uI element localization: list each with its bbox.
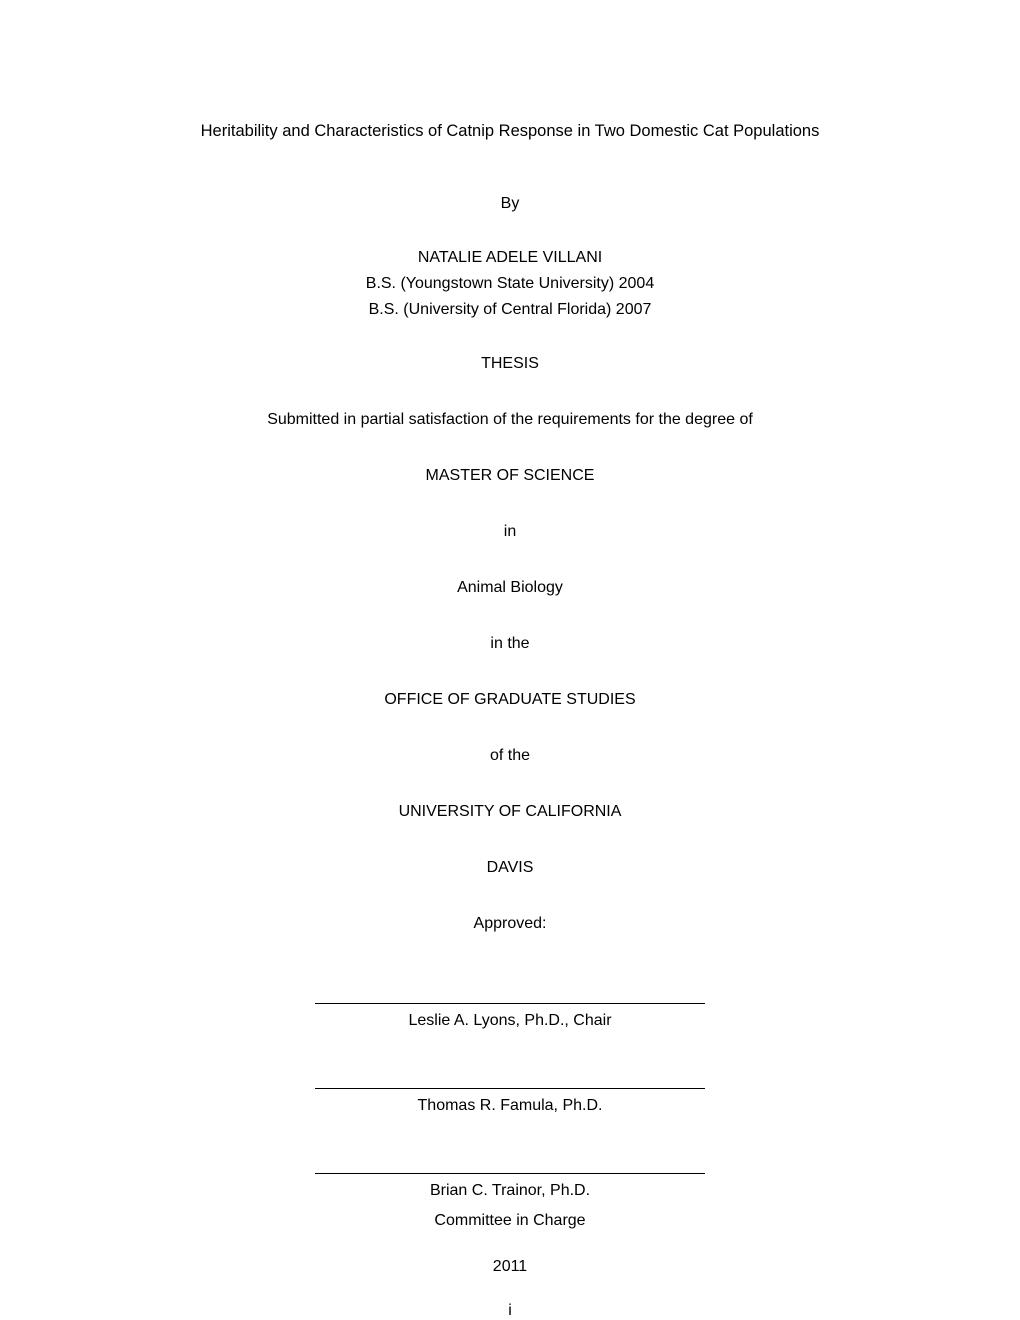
page-number: i xyxy=(165,1302,855,1320)
campus-name: DAVIS xyxy=(165,859,855,877)
committee-member-2: Brian C. Trainor, Ph.D. xyxy=(165,1182,855,1200)
prior-degree-1: B.S. (Youngstown State University) 2004 xyxy=(165,275,855,293)
approved-label: Approved: xyxy=(165,915,855,933)
degree-name: MASTER OF SCIENCE xyxy=(165,467,855,485)
submitted-line: Submitted in partial satisfaction of the… xyxy=(165,411,855,429)
committee-chair: Leslie A. Lyons, Ph.D., Chair xyxy=(165,1012,855,1030)
prior-degree-2: B.S. (University of Central Florida) 200… xyxy=(165,301,855,319)
by-label: By xyxy=(165,195,855,213)
signature-line-2 xyxy=(315,1088,705,1089)
of-the-label: of the xyxy=(165,747,855,765)
in-label: in xyxy=(165,523,855,541)
university-name: UNIVERSITY OF CALIFORNIA xyxy=(165,803,855,821)
field-of-study: Animal Biology xyxy=(165,579,855,597)
thesis-title-page: Heritability and Characteristics of Catn… xyxy=(0,0,1020,1320)
committee-label: Committee in Charge xyxy=(165,1212,855,1230)
in-the-label: in the xyxy=(165,635,855,653)
thesis-title: Heritability and Characteristics of Catn… xyxy=(165,120,855,143)
signature-line-3 xyxy=(315,1173,705,1174)
author-name: NATALIE ADELE VILLANI xyxy=(165,249,855,267)
committee-member-1: Thomas R. Famula, Ph.D. xyxy=(165,1097,855,1115)
thesis-label: THESIS xyxy=(165,355,855,373)
signature-line-1 xyxy=(315,1003,705,1004)
year: 2011 xyxy=(165,1258,855,1276)
office-name: OFFICE OF GRADUATE STUDIES xyxy=(165,691,855,709)
